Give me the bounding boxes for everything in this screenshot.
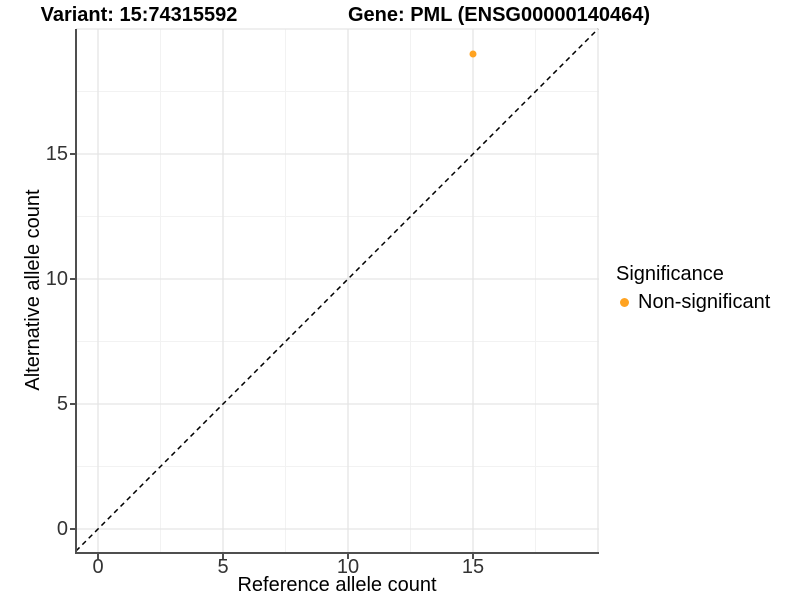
y-tick-label: 10 [45,268,68,290]
legend-point-icon [620,297,629,307]
x-tick-label: 5 [217,556,229,578]
variant-title: Variant: 15:74315592 [40,4,238,26]
identity-reference-line [75,28,599,552]
y-axis-title: Alternative allele count [22,189,44,391]
legend-items: Non-significant [616,291,770,313]
y-tick-label: 15 [45,143,68,165]
y-tick-label: 5 [56,393,68,415]
y-tick-label: 0 [56,518,68,540]
legend-title: Significance [616,263,724,285]
data-point [469,50,477,58]
gene-title: Gene: PML (ENSG00000140464) [347,4,650,26]
x-tick-label: 0 [92,556,104,578]
x-axis-title: Reference allele count [237,574,437,596]
x-tick-label: 15 [461,556,485,578]
legend: Significance Non-significant [616,263,770,313]
legend-item: Non-significant [616,291,770,313]
x-tick-label: 10 [336,556,360,578]
legend-item-label: Non-significant [638,291,771,313]
